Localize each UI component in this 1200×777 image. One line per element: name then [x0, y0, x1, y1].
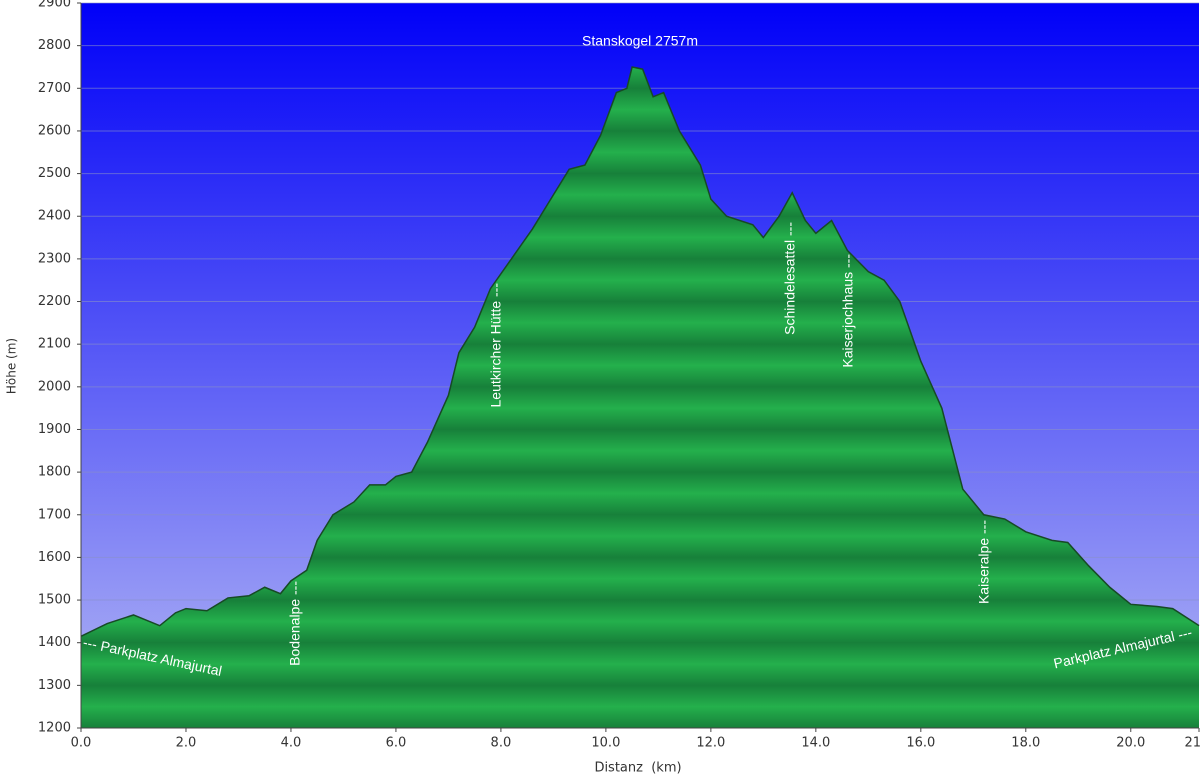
y-tick-label: 1500	[38, 593, 71, 608]
annotation: Bodenalpe ---	[287, 581, 303, 666]
x-tick-label: 2.0	[176, 736, 197, 751]
y-tick-label: 1300	[38, 678, 71, 693]
x-tick-label: 8.0	[491, 736, 512, 751]
y-tick-label: 2200	[38, 294, 71, 309]
x-tick-label: 20.0	[1116, 736, 1145, 751]
annotation: Kaiserjochhaus ---	[840, 254, 856, 368]
x-tick-label: 21.3	[1185, 736, 1200, 751]
y-tick-label: 2600	[38, 123, 71, 138]
y-tick-label: 2900	[38, 0, 71, 11]
x-tick-label: 12.0	[696, 736, 725, 751]
y-tick-label: 2300	[38, 251, 71, 266]
annotation: Kaiseralpe ---	[976, 520, 992, 604]
y-tick-label: 2100	[38, 337, 71, 352]
x-tick-label: 10.0	[591, 736, 620, 751]
x-tick-label: 16.0	[906, 736, 935, 751]
x-axis-label: Distanz (km)	[594, 761, 681, 776]
y-tick-label: 2000	[38, 379, 71, 394]
annotation: Schindelesattel ---	[782, 222, 798, 335]
y-tick-label: 2500	[38, 166, 71, 181]
y-tick-label: 1400	[38, 635, 71, 650]
x-tick-label: 0.0	[71, 736, 92, 751]
y-axis-label: Höhe (m)	[5, 338, 19, 394]
x-tick-label: 14.0	[801, 736, 830, 751]
annotation: Stanskogel 2757m	[582, 33, 698, 49]
annotation: Leutkircher Hütte ---	[488, 283, 504, 408]
x-tick-label: 6.0	[386, 736, 407, 751]
x-tick-label: 4.0	[281, 736, 302, 751]
y-tick-label: 1700	[38, 507, 71, 522]
y-tick-label: 1800	[38, 465, 71, 480]
profile-line	[80, 66, 1200, 637]
y-tick-label: 1600	[38, 550, 71, 565]
x-tick-label: 18.0	[1011, 736, 1040, 751]
y-tick-label: 2700	[38, 81, 71, 96]
y-tick-label: 2800	[38, 38, 71, 53]
y-tick-label: 1200	[38, 721, 71, 736]
y-tick-label: 2400	[38, 209, 71, 224]
area-fill	[81, 66, 1199, 729]
y-tick-label: 1900	[38, 422, 71, 437]
